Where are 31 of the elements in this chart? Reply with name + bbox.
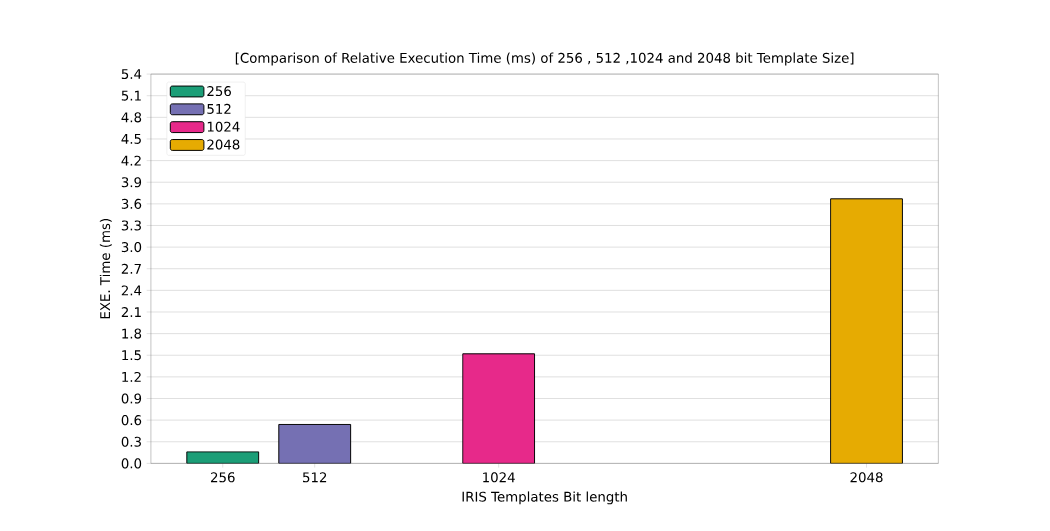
y-tick-label: 3.0: [121, 242, 142, 253]
x-tick-label: 256: [210, 472, 235, 483]
y-tick-label: 3.6: [121, 199, 142, 210]
x-tick-label: 512: [303, 472, 327, 483]
legend-label: 2048: [207, 139, 240, 150]
y-axis-title: EXE. Time (ms): [99, 219, 112, 319]
y-tick-label: 5.1: [121, 90, 141, 101]
bar: [462, 353, 536, 464]
x-tick-label: 1024: [483, 472, 515, 483]
y-tick-label: 3.9: [121, 177, 142, 188]
x-tick-label: 2048: [850, 472, 883, 483]
chart-title: [Comparison of Relative Execution Time (ms) of 256 , 512 ,1024 and 2048 bit Template Size]: [235, 52, 854, 66]
y-tick-label: 4.2: [121, 155, 141, 166]
y-tick-label: 5.4: [121, 69, 142, 80]
y-tick-label: 2.4: [121, 285, 142, 296]
y-tick-label: 0.9: [121, 393, 142, 404]
y-tick-label: 0.6: [121, 415, 142, 426]
y-tick-label: 4.8: [121, 112, 142, 123]
legend-label: 512: [207, 104, 231, 115]
y-tick-label: 1.8: [122, 328, 142, 339]
y-tick-label: 3.3: [121, 220, 141, 231]
y-tick-label: 0.3: [121, 436, 141, 448]
y-tick-label: 0.0: [121, 458, 142, 469]
legend-label: 1024: [207, 121, 240, 132]
y-tick-label: 4.5: [121, 134, 141, 145]
y-tick-label: 1.2: [122, 372, 141, 383]
y-tick-label: 1.5: [122, 350, 141, 361]
legend-label: 256: [207, 86, 231, 97]
y-tick-label: 2.1: [121, 307, 141, 318]
x-axis-title: IRIS Templates Bit length: [462, 491, 627, 505]
y-tick-label: 2.7: [121, 264, 141, 274]
